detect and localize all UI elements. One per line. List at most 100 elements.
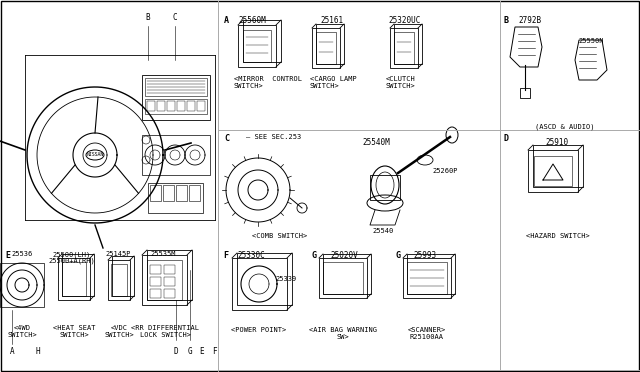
Bar <box>390 28 418 68</box>
Bar <box>150 265 161 274</box>
Bar <box>370 175 400 200</box>
Bar <box>394 24 422 64</box>
Bar <box>534 156 572 186</box>
Text: C: C <box>224 134 229 143</box>
Bar <box>150 289 161 298</box>
Text: F: F <box>223 251 228 260</box>
Bar <box>164 289 175 298</box>
Bar <box>142 75 210 120</box>
Text: 25339: 25339 <box>275 276 296 282</box>
Text: A: A <box>224 16 229 25</box>
Text: 25910: 25910 <box>545 138 568 147</box>
Bar <box>167 101 175 111</box>
Text: 25500+A(RH): 25500+A(RH) <box>49 257 95 263</box>
Bar <box>232 258 287 310</box>
Bar <box>407 254 455 294</box>
Text: SWITCH>: SWITCH> <box>234 83 264 89</box>
Bar <box>316 24 344 64</box>
Text: <4WD
SWITCH>: <4WD SWITCH> <box>7 325 37 338</box>
Bar <box>157 101 165 111</box>
Bar <box>164 265 175 274</box>
Bar <box>147 250 192 300</box>
Text: NISSAN: NISSAN <box>86 153 104 157</box>
Bar <box>147 101 155 111</box>
Bar <box>145 99 207 114</box>
Text: <RR DIFFERENTIAL
LOCK SWITCH>: <RR DIFFERENTIAL LOCK SWITCH> <box>131 325 199 338</box>
Text: 2792B: 2792B <box>518 16 541 25</box>
Text: D: D <box>504 134 509 143</box>
Text: 25993: 25993 <box>413 251 436 260</box>
Bar <box>150 185 161 201</box>
Bar <box>163 185 174 201</box>
Bar <box>323 262 363 294</box>
Bar <box>142 135 210 175</box>
Text: 25145P: 25145P <box>105 251 131 257</box>
Text: SWITCH>: SWITCH> <box>310 83 340 89</box>
Bar <box>147 260 182 300</box>
Bar <box>176 185 187 201</box>
Bar <box>62 254 94 296</box>
Bar <box>316 32 336 64</box>
Polygon shape <box>575 40 607 80</box>
Text: 25500(LH): 25500(LH) <box>53 251 91 257</box>
Bar <box>164 277 175 286</box>
Text: <HEAT SEAT
SWITCH>: <HEAT SEAT SWITCH> <box>52 325 95 338</box>
Text: (ASCD & AUDIO): (ASCD & AUDIO) <box>535 123 595 129</box>
Text: <SCANNER>
R25100AA: <SCANNER> R25100AA <box>408 327 446 340</box>
Text: 25550N: 25550N <box>578 38 604 44</box>
Bar <box>177 101 185 111</box>
Text: <POWER POINT>: <POWER POINT> <box>232 327 287 333</box>
Bar <box>197 101 205 111</box>
Bar <box>237 253 292 305</box>
Bar <box>243 30 271 62</box>
Text: 25320UC: 25320UC <box>388 16 420 25</box>
Text: G: G <box>311 251 316 260</box>
Bar <box>323 254 371 294</box>
Text: 25260P: 25260P <box>432 168 458 174</box>
Bar <box>187 101 195 111</box>
Bar <box>243 20 281 62</box>
Bar <box>112 256 134 296</box>
Bar <box>108 260 130 300</box>
Text: SWITCH>: SWITCH> <box>386 83 416 89</box>
Text: B: B <box>146 13 150 22</box>
Text: A: A <box>10 347 14 356</box>
Text: <COMB SWITCH>: <COMB SWITCH> <box>252 233 307 239</box>
Polygon shape <box>510 27 542 67</box>
Text: 25536: 25536 <box>12 251 33 257</box>
Text: <AIR BAG WARNING
SW>: <AIR BAG WARNING SW> <box>309 327 377 340</box>
Text: E: E <box>200 347 204 356</box>
Text: <HAZARD SWITCH>: <HAZARD SWITCH> <box>526 233 590 239</box>
Text: D: D <box>173 347 179 356</box>
Text: 25161: 25161 <box>320 16 343 25</box>
Text: 25540: 25540 <box>372 228 393 234</box>
Bar <box>520 88 530 98</box>
Text: 25330C: 25330C <box>237 251 265 260</box>
Bar <box>319 258 367 298</box>
Text: 25560M: 25560M <box>238 16 266 25</box>
Text: 25535M: 25535M <box>150 251 176 257</box>
Text: — SEE SEC.253: — SEE SEC.253 <box>246 134 301 140</box>
Text: G: G <box>188 347 192 356</box>
Text: B: B <box>504 16 509 25</box>
Bar <box>148 183 203 213</box>
Text: <CLUTCH: <CLUTCH <box>386 76 416 82</box>
Text: G: G <box>396 251 401 260</box>
Text: 25540M: 25540M <box>362 138 390 147</box>
Text: 25020V: 25020V <box>330 251 358 260</box>
Bar <box>142 255 187 305</box>
Bar <box>312 28 340 68</box>
Text: F: F <box>212 347 216 356</box>
Bar <box>394 32 414 64</box>
Bar <box>62 262 86 296</box>
Bar <box>150 277 161 286</box>
Bar <box>533 145 583 187</box>
Text: H: H <box>36 347 40 356</box>
Bar <box>238 25 276 67</box>
Bar <box>0 263 44 307</box>
Bar <box>58 258 90 300</box>
Text: C: C <box>173 13 177 22</box>
Bar <box>189 185 200 201</box>
Text: <VDC
SWITCH>: <VDC SWITCH> <box>104 325 134 338</box>
Text: <MIRROR  CONTROL: <MIRROR CONTROL <box>234 76 302 82</box>
